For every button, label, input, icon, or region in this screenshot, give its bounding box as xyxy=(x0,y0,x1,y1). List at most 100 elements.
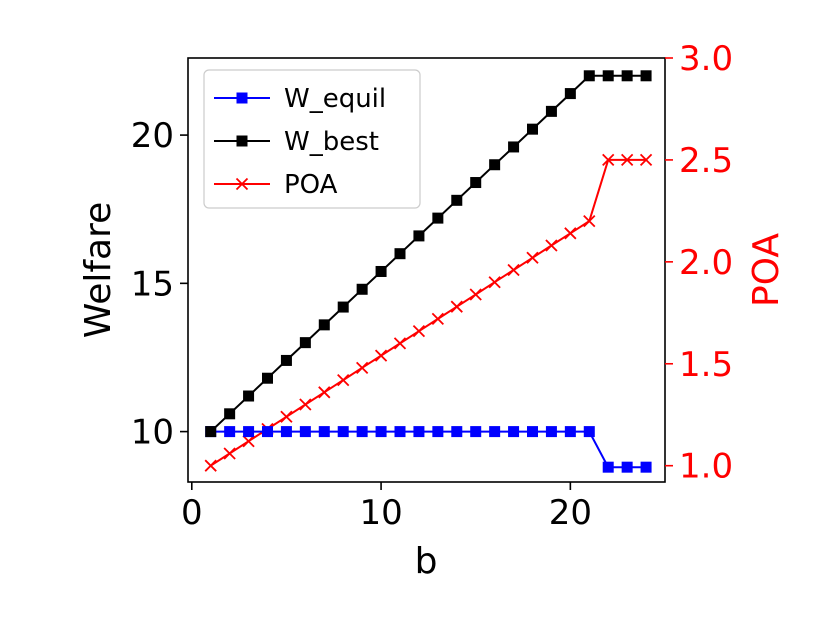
data-point xyxy=(545,426,557,438)
y-axis-title: Welfare xyxy=(78,202,119,339)
data-point xyxy=(299,426,311,438)
data-point xyxy=(432,212,444,224)
data-point xyxy=(489,426,501,438)
series-POA xyxy=(204,153,653,472)
data-point xyxy=(318,319,330,331)
data-point xyxy=(621,153,634,167)
data-point xyxy=(262,372,273,384)
data-point xyxy=(545,105,557,117)
legend-item-POA: POA xyxy=(214,170,338,200)
data-point xyxy=(545,239,558,252)
y-tick-label: 10 xyxy=(131,413,174,453)
data-point xyxy=(224,408,236,420)
data-point xyxy=(470,177,482,189)
legend-marker xyxy=(236,135,248,147)
data-point xyxy=(224,426,236,438)
data-point xyxy=(375,265,387,277)
data-point xyxy=(470,426,482,438)
y-axis-ticks: 10 15 20 xyxy=(131,116,188,453)
y2-axis-ticks: 1.0 1.5 2.0 2.5 3.0 xyxy=(665,39,733,487)
data-point xyxy=(583,214,596,228)
series-layer xyxy=(204,70,653,473)
data-point xyxy=(564,88,576,100)
data-point xyxy=(413,230,425,242)
data-point xyxy=(621,70,633,82)
data-point xyxy=(639,153,653,167)
data-point xyxy=(602,461,614,473)
data-point xyxy=(602,153,615,167)
legend-marker xyxy=(235,177,249,191)
data-point xyxy=(488,276,501,289)
y2-tick-label: 2.0 xyxy=(679,243,733,283)
legend-label: POA xyxy=(284,170,338,200)
legend-box xyxy=(203,69,421,209)
data-point xyxy=(412,325,426,338)
data-point xyxy=(564,227,577,240)
data-point xyxy=(205,426,217,438)
data-point xyxy=(337,373,350,387)
x-axis-title: b xyxy=(415,541,438,582)
legend-marker xyxy=(236,92,248,104)
legend-label: W_equil xyxy=(284,84,386,114)
y2-tick-label: 1.5 xyxy=(679,345,733,385)
data-point xyxy=(451,194,463,206)
data-point xyxy=(640,70,652,82)
data-point xyxy=(451,426,463,438)
data-point xyxy=(356,283,368,295)
data-point xyxy=(394,426,406,438)
data-point xyxy=(375,426,387,438)
x-tick-label: 10 xyxy=(359,493,402,533)
data-point xyxy=(242,435,255,448)
data-point xyxy=(280,410,293,423)
data-point xyxy=(508,426,520,438)
series-line-W_equil xyxy=(210,430,647,469)
data-point xyxy=(374,349,388,362)
data-point xyxy=(223,447,236,460)
data-point xyxy=(583,426,595,438)
data-point xyxy=(393,337,407,350)
data-point xyxy=(337,301,349,313)
y2-tick-label: 1.0 xyxy=(679,447,733,487)
data-point xyxy=(243,390,255,402)
data-point xyxy=(583,70,595,82)
data-point xyxy=(489,159,501,171)
legend-label: W_best xyxy=(284,127,379,157)
data-point xyxy=(299,337,311,349)
data-point xyxy=(469,288,482,301)
data-point xyxy=(356,361,369,374)
y2-tick-label: 3.0 xyxy=(679,39,733,79)
y2-tick-label: 2.5 xyxy=(679,141,733,181)
series-W_equil xyxy=(205,426,652,473)
data-point xyxy=(262,426,273,438)
x-tick-label: 20 xyxy=(549,493,592,533)
y2-axis-title: POA xyxy=(746,233,787,307)
legend-item-W_best: W_best xyxy=(214,127,379,157)
data-point xyxy=(432,426,444,438)
data-point xyxy=(280,354,292,366)
data-point xyxy=(450,300,463,313)
legend: W_equil W_best POA xyxy=(203,69,421,209)
series-W_best xyxy=(205,70,652,438)
x-tick-label: 0 xyxy=(181,493,203,533)
data-point xyxy=(621,461,633,473)
data-point xyxy=(564,426,576,438)
data-point xyxy=(204,459,217,472)
data-point xyxy=(527,426,538,438)
data-point xyxy=(318,386,331,399)
data-point xyxy=(602,70,614,82)
data-point xyxy=(640,461,652,473)
data-point xyxy=(526,251,539,264)
data-point xyxy=(318,426,330,438)
plot-frame xyxy=(187,57,666,483)
data-point xyxy=(299,398,312,411)
legend-item-W_equil: W_equil xyxy=(214,84,386,114)
data-point xyxy=(394,248,406,260)
data-point xyxy=(508,141,520,153)
y-tick-label: 15 xyxy=(131,264,174,304)
data-point xyxy=(431,312,444,326)
data-point xyxy=(280,426,292,438)
data-point xyxy=(356,426,368,438)
x-axis-ticks: 0 10 20 xyxy=(181,482,592,533)
y-tick-label: 20 xyxy=(131,116,174,156)
